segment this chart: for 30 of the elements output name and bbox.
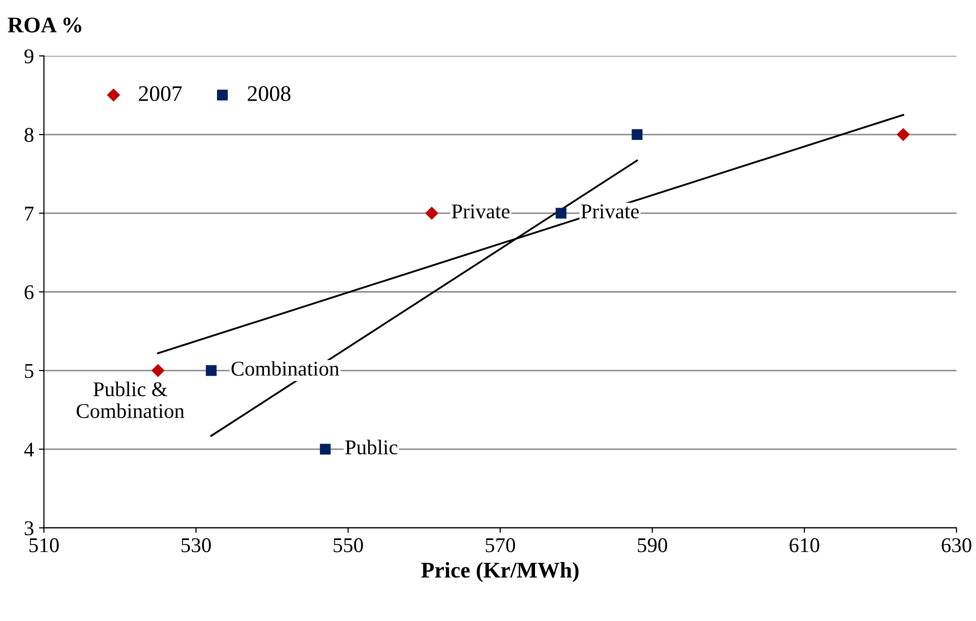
annotation: Private	[452, 204, 510, 218]
y-tick-label: 5	[24, 364, 34, 378]
legend-label: 2007	[138, 86, 182, 102]
point	[556, 208, 566, 219]
annotation: Public	[345, 440, 398, 454]
x-tick-label: 570	[486, 538, 516, 552]
x-tick-label: 590	[638, 538, 668, 552]
x-tick-label: 610	[790, 538, 820, 552]
x-tick-label: 630	[942, 538, 972, 552]
y-tick-label: 7	[25, 206, 34, 220]
x-tick-label: 530	[182, 538, 211, 552]
point	[632, 129, 642, 140]
annotation: Private	[581, 204, 639, 218]
point	[320, 444, 331, 455]
y-axis-title: ROA %	[8, 18, 82, 33]
x-tick-label: 510	[30, 538, 59, 552]
y-tick-label: 4	[24, 442, 34, 456]
point	[151, 364, 165, 378]
y-tick-label: 8	[24, 128, 34, 142]
point	[425, 206, 438, 220]
x-tick-label: 550	[334, 538, 363, 552]
y-tick-label: 3	[24, 521, 34, 536]
x-axis-title: Price (Kr/MWh)	[421, 562, 579, 582]
point	[206, 365, 217, 376]
annotation: Public & Combination	[76, 382, 184, 418]
point	[896, 128, 910, 142]
legend-label: 2008	[248, 86, 290, 102]
annotation: Combination	[232, 361, 340, 376]
y-tick-label: 9	[24, 49, 34, 64]
y-tick-label: 6	[24, 285, 34, 300]
